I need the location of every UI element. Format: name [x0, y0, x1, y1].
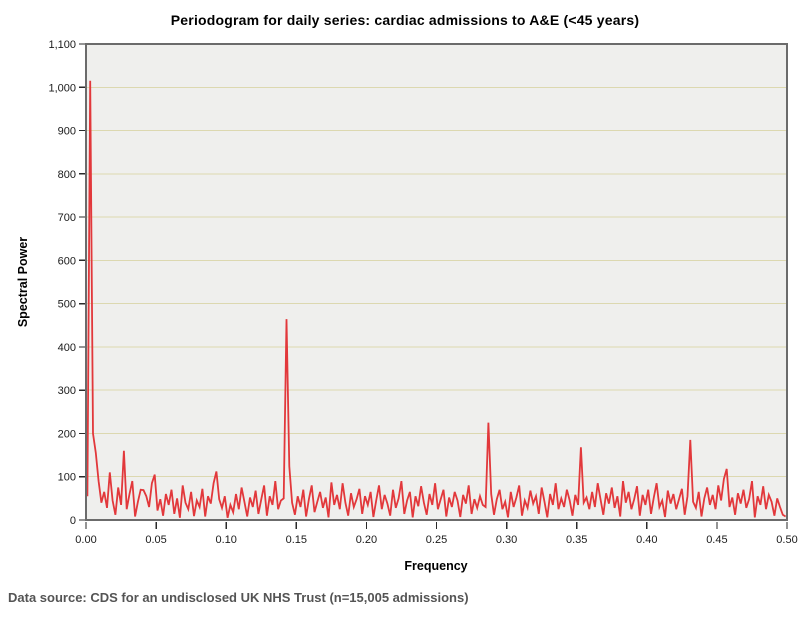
chart-title: Periodogram for daily series: cardiac ad…	[170, 12, 640, 28]
x-tick-label: 0.30	[496, 534, 517, 546]
series-line	[86, 80, 787, 518]
x-tick-label: 0.20	[356, 534, 377, 546]
y-tick-label: 400	[58, 342, 76, 354]
x-axis-title: Frequency	[404, 559, 467, 573]
y-axis-ticks: 0 100 200 300 400 500 600 700 800 900 1,000 1,100	[48, 39, 86, 527]
x-tick-label: 0.25	[426, 534, 447, 546]
x-tick-label: 0.45	[706, 534, 727, 546]
y-tick-label: 700	[58, 212, 76, 224]
plot-area	[86, 44, 787, 520]
x-tick-label: 0.00	[75, 534, 96, 546]
y-axis-title: Spectral Power	[16, 237, 30, 327]
periodogram-plot: 0 100 200 300 400 500 600 700 800 900 1,000 1,100 0…	[16, 39, 798, 573]
y-tick-label: 900	[58, 126, 76, 138]
y-tick-label: 1,000	[48, 82, 76, 94]
y-tick-label: 200	[58, 428, 76, 440]
plot-frame	[85, 43, 788, 521]
x-tick-label: 0.10	[215, 534, 236, 546]
data-source-caption: Data source: CDS for an undisclosed UK N…	[8, 590, 469, 605]
x-tick-label: 0.15	[286, 534, 307, 546]
y-tick-label: 0	[70, 515, 76, 527]
y-tick-label: 600	[58, 255, 76, 267]
x-tick-label: 0.50	[776, 534, 797, 546]
y-tick-label: 300	[58, 385, 76, 397]
x-tick-label: 0.35	[566, 534, 587, 546]
y-tick-label: 800	[58, 169, 76, 181]
x-tick-label: 0.40	[636, 534, 657, 546]
y-tick-label: 100	[58, 472, 76, 484]
y-tick-label: 1,100	[48, 39, 76, 51]
x-tick-label: 0.05	[145, 534, 166, 546]
x-axis-ticks: 0.00 0.05 0.10 0.15 0.20 0.25 0.30 0.35 0.40 0.45…	[75, 522, 798, 546]
y-tick-label: 500	[58, 299, 76, 311]
